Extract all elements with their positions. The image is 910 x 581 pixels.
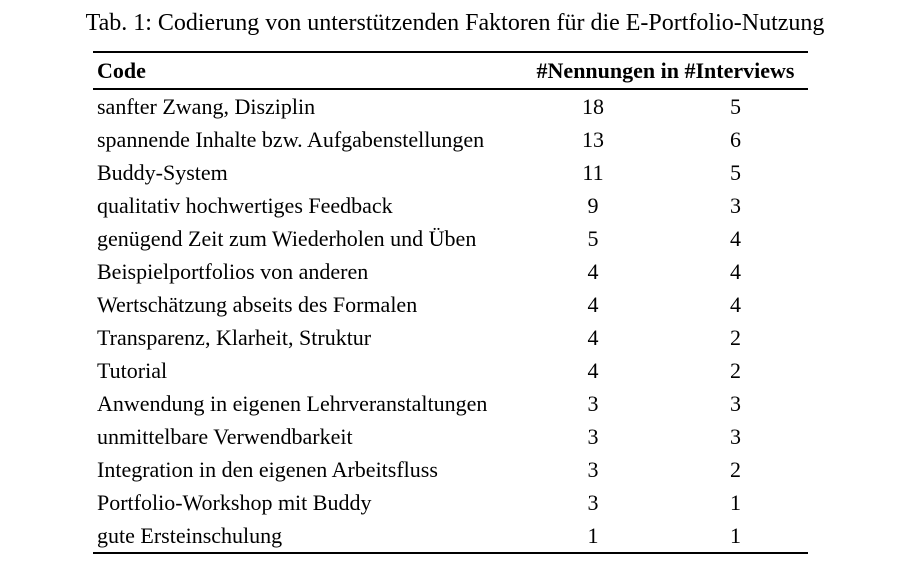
header-code: Code xyxy=(93,52,523,90)
table-body: sanfter Zwang, Disziplin 18 5 spannende Inh… xyxy=(93,89,808,553)
interviews-cell: 5 xyxy=(730,159,741,185)
table-row: genügend Zeit zum Wiederholen und Üben 5 4 xyxy=(93,222,808,255)
nennungen-cell: 3 xyxy=(587,390,599,416)
code-cell: spannende Inhalte bzw. Aufgabenstellunge… xyxy=(97,126,485,152)
nennungen-cell: 18 xyxy=(582,93,604,119)
code-cell: genügend Zeit zum Wiederholen und Üben xyxy=(97,225,477,251)
interviews-cell: 4 xyxy=(730,225,741,251)
nennungen-cell: 3 xyxy=(587,423,599,449)
coding-table: Code #Nennungen in #Interviews sanfter Z… xyxy=(93,51,809,554)
code-cell: Integration in den eigenen Arbeitsfluss xyxy=(97,456,438,482)
interviews-cell: 1 xyxy=(730,522,741,548)
nennungen-cell: 9 xyxy=(587,192,599,218)
table-row: unmittelbare Verwendbarkeit 3 3 xyxy=(93,420,808,453)
interviews-cell: 2 xyxy=(730,324,741,350)
interviews-cell: 2 xyxy=(730,357,741,383)
code-cell: Buddy-System xyxy=(97,159,228,185)
table-caption: Tab. 1: Codierung von unterstützenden Fa… xyxy=(85,10,825,36)
interviews-cell: 1 xyxy=(730,489,741,515)
table-row: qualitativ hochwertiges Feedback 9 3 xyxy=(93,189,808,222)
code-cell: Anwendung in eigenen Lehrveranstaltungen xyxy=(97,390,488,416)
table-row: spannende Inhalte bzw. Aufgabenstellunge… xyxy=(93,123,808,156)
header-nennungen-interviews: #Nennungen in #Interviews xyxy=(523,52,809,90)
table-row: Portfolio-Workshop mit Buddy 3 1 xyxy=(93,486,808,519)
code-cell: Portfolio-Workshop mit Buddy xyxy=(97,489,372,515)
nennungen-cell: 11 xyxy=(582,159,604,185)
interviews-cell: 2 xyxy=(730,456,741,482)
header-row: Code #Nennungen in #Interviews xyxy=(93,52,809,90)
table-row: Transparenz, Klarheit, Struktur 4 2 xyxy=(93,321,808,354)
nennungen-cell: 5 xyxy=(587,225,599,251)
interviews-cell: 3 xyxy=(730,423,741,449)
page: Tab. 1: Codierung von unterstützenden Fa… xyxy=(0,8,910,554)
code-cell: Beispielportfolios von anderen xyxy=(97,258,369,284)
interviews-cell: 3 xyxy=(730,390,741,416)
nennungen-cell: 3 xyxy=(587,456,599,482)
table-row: Tutorial 4 2 xyxy=(93,354,808,387)
nennungen-cell: 3 xyxy=(587,489,599,515)
interviews-cell: 5 xyxy=(730,93,741,119)
code-cell: qualitativ hochwertiges Feedback xyxy=(97,192,393,218)
table-row: Buddy-System 11 5 xyxy=(93,156,808,189)
interviews-cell: 3 xyxy=(730,192,741,218)
table-row: Integration in den eigenen Arbeitsfluss 3… xyxy=(93,453,808,486)
interviews-cell: 4 xyxy=(730,291,741,317)
interviews-cell: 6 xyxy=(730,126,741,152)
table-row: Anwendung in eigenen Lehrveranstaltungen… xyxy=(93,387,808,420)
table-row: Beispielportfolios von anderen 4 4 xyxy=(93,255,808,288)
nennungen-cell: 4 xyxy=(587,258,599,284)
code-cell: gute Ersteinschulung xyxy=(97,522,283,548)
nennungen-cell: 1 xyxy=(587,522,599,548)
code-cell: Wertschätzung abseits des Formalen xyxy=(97,291,418,317)
code-cell: Transparenz, Klarheit, Struktur xyxy=(97,324,372,350)
code-cell: Tutorial xyxy=(97,357,168,383)
nennungen-cell: 4 xyxy=(587,357,599,383)
table-row: gute Ersteinschulung 1 1 xyxy=(93,519,808,553)
nennungen-cell: 4 xyxy=(587,324,599,350)
code-cell: sanfter Zwang, Disziplin xyxy=(97,93,316,119)
table-row: sanfter Zwang, Disziplin 18 5 xyxy=(93,89,808,123)
table-row: Wertschätzung abseits des Formalen 4 4 xyxy=(93,288,808,321)
nennungen-cell: 13 xyxy=(582,126,604,152)
nennungen-cell: 4 xyxy=(587,291,599,317)
interviews-cell: 4 xyxy=(730,258,741,284)
code-cell: unmittelbare Verwendbarkeit xyxy=(97,423,353,449)
